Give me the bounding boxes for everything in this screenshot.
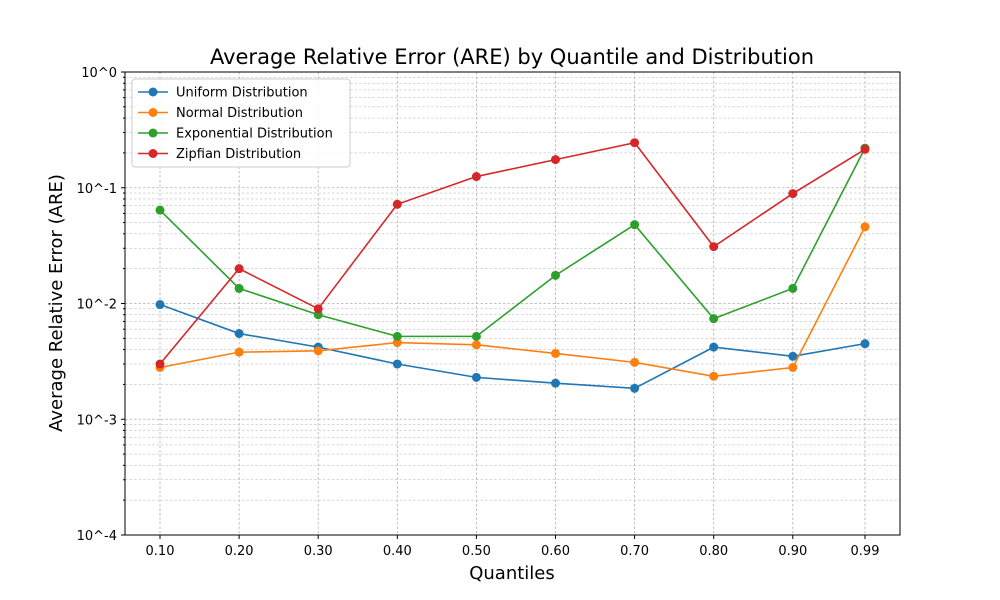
- x-tick-label: 0.30: [304, 544, 333, 559]
- data-point-zipfian: [155, 359, 165, 369]
- legend-label-zipfian: Zipfian Distribution: [176, 147, 301, 162]
- data-point-uniform: [860, 339, 870, 349]
- series-line-normal: [159, 226, 866, 378]
- data-point-exponential: [234, 283, 244, 293]
- y-tick-label: 10^-4: [77, 529, 117, 544]
- x-tick-label: 0.60: [541, 544, 570, 559]
- data-point-zipfian: [313, 304, 323, 314]
- data-point-exponential: [471, 331, 481, 341]
- x-tick-label: 0.80: [699, 544, 728, 559]
- series-line-uniform: [159, 303, 866, 390]
- legend: Uniform Distribution Normal Distribution E…: [131, 78, 351, 168]
- x-tick-label: 0.50: [462, 544, 491, 559]
- grid-lines: [125, 72, 900, 536]
- series-exponential: [155, 143, 870, 341]
- data-point-normal: [860, 222, 870, 232]
- data-point-zipfian: [471, 172, 481, 182]
- y-tick-label: 10^-2: [77, 298, 117, 313]
- x-tick-label: 0.70: [620, 544, 649, 559]
- data-point-uniform: [155, 300, 165, 310]
- series-zipfian: [155, 138, 870, 369]
- series-uniform: [155, 300, 870, 393]
- data-point-normal: [788, 362, 798, 372]
- x-tick-label: 0.90: [778, 544, 807, 559]
- data-point-normal: [709, 371, 719, 381]
- x-tick-label: 0.40: [383, 544, 412, 559]
- data-point-uniform: [630, 383, 640, 393]
- y-tick-label: 10^-3: [77, 413, 117, 428]
- data-point-exponential: [630, 220, 640, 230]
- data-point-uniform: [234, 329, 244, 339]
- data-point-normal: [471, 340, 481, 350]
- data-point-uniform: [551, 378, 560, 388]
- data-point-zipfian: [709, 242, 719, 252]
- legend-label-exponential: Exponential Distribution: [176, 127, 333, 142]
- data-point-exponential: [392, 331, 402, 341]
- x-tick-label: 0.20: [225, 544, 254, 559]
- data-point-exponential: [155, 205, 165, 215]
- legend-label-normal: Normal Distribution: [176, 106, 303, 121]
- data-point-normal: [551, 348, 560, 358]
- y-tick-label: 10^-1: [77, 182, 117, 197]
- legend-marker-exponential: [148, 128, 158, 138]
- data-point-zipfian: [392, 199, 402, 209]
- legend-box: [131, 78, 351, 168]
- series-line-exponential: [159, 147, 866, 338]
- data-point-exponential: [551, 270, 560, 280]
- series-normal: [155, 222, 870, 381]
- data-point-normal: [313, 346, 323, 356]
- legend-marker-uniform: [148, 87, 158, 97]
- chart-title: Average Relative Error (ARE) by Quantile…: [210, 45, 814, 69]
- legend-marker-zipfian: [148, 149, 158, 158]
- legend-label-uniform: Uniform Distribution: [176, 86, 308, 101]
- data-point-zipfian: [551, 155, 560, 165]
- data-point-exponential: [788, 283, 798, 293]
- data-point-zipfian: [234, 264, 244, 274]
- data-point-normal: [392, 338, 402, 348]
- y-tick-label: 10^0: [81, 66, 117, 81]
- data-point-uniform: [392, 359, 402, 369]
- x-axis-title: Quantiles: [469, 563, 555, 584]
- series-line-zipfian: [159, 141, 866, 365]
- data-point-uniform: [788, 351, 798, 361]
- data-point-zipfian: [630, 138, 640, 148]
- x-axis: 0.10 0.20 0.30 0.40 0.50 0.60 0.70 0.80 0.90 0.99: [146, 535, 880, 559]
- data-point-uniform: [709, 342, 719, 352]
- data-point-zipfian: [788, 189, 798, 199]
- x-tick-label: 0.99: [851, 544, 880, 559]
- data-point-normal: [630, 357, 640, 367]
- data-point-exponential: [709, 314, 719, 324]
- y-axis: 10^-4 10^-3 10^-2 10^-1 10^0: [77, 66, 125, 544]
- data-point-uniform: [471, 372, 481, 382]
- legend-marker-normal: [148, 108, 158, 117]
- series-layer: [155, 138, 870, 393]
- data-point-normal: [234, 347, 244, 357]
- x-tick-label: 0.10: [146, 544, 175, 559]
- y-axis-title: Average Relative Error (ARE): [46, 174, 67, 432]
- data-point-zipfian: [860, 144, 870, 154]
